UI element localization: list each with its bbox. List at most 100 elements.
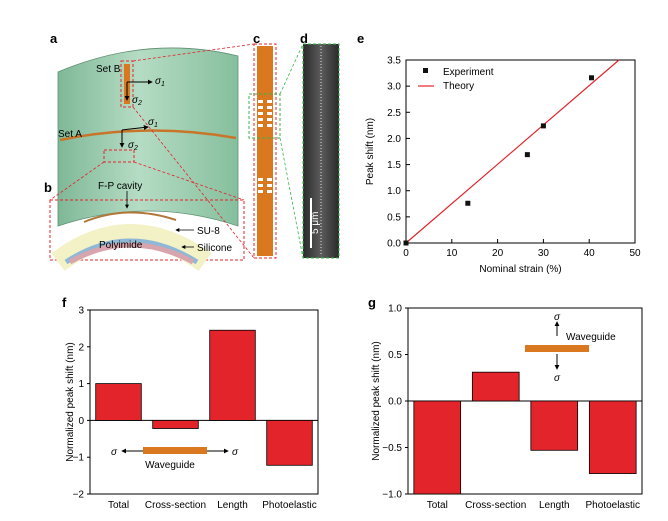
chart-e-x-tick-label: 20 bbox=[492, 248, 504, 259]
chart-f-inset-sigma-left: σ bbox=[111, 447, 118, 458]
zoom-line-right bbox=[133, 161, 245, 201]
chart-f-y-axis-label: Normalized peak shift (nm) bbox=[65, 342, 76, 461]
cross-section-frame bbox=[49, 199, 245, 261]
chart-f-plot-frame bbox=[89, 309, 319, 495]
chart-f-bar bbox=[266, 419, 313, 466]
chart-e-legend-label-experiment: Experiment bbox=[443, 67, 494, 78]
chart-g-y-tick-label: −0.5 bbox=[382, 443, 402, 454]
chart-g-category-label: Total bbox=[427, 500, 448, 511]
su8-label: SU-8 bbox=[197, 226, 220, 237]
chart-e-legend-marker-experiment bbox=[423, 68, 428, 73]
panel-d-frame bbox=[302, 43, 340, 259]
panel-c-waveguide bbox=[257, 46, 273, 256]
chart-e-experiment-point bbox=[524, 152, 530, 158]
chart-e-y-tick-label: 1.0 bbox=[387, 186, 401, 197]
curved-substrate bbox=[57, 47, 239, 227]
chart-g-inset-sigma-top: σ bbox=[554, 312, 561, 323]
chart-f-category-label: Photoelastic bbox=[262, 500, 316, 511]
zoom-line-d-top bbox=[279, 43, 304, 95]
chart-g-inset-label: Waveguide bbox=[566, 332, 616, 343]
panel-g-letter: g bbox=[368, 295, 376, 310]
zoom-line-c-bottom bbox=[132, 106, 255, 259]
silicone-layer bbox=[68, 242, 195, 265]
set-a-sigma1-label: σ1 bbox=[148, 117, 158, 129]
chart-f-y-tick-label: −2 bbox=[73, 490, 85, 501]
panel-c-letter: c bbox=[253, 31, 260, 46]
chart-g-y-axis-label: Normalized peak shift (nm) bbox=[371, 341, 382, 460]
chart-f-inset-sigma-right: σ bbox=[232, 447, 239, 458]
chart-e-theory-line bbox=[405, 59, 620, 244]
panel-c-bragg-mirror-upper bbox=[258, 100, 272, 127]
chart-g-inset-waveguide bbox=[525, 345, 589, 352]
chart-e-x-tick-label: 10 bbox=[446, 248, 458, 259]
chart-g-category-label: Length bbox=[539, 500, 570, 511]
set-a-label: Set A bbox=[58, 129, 82, 140]
fp-cavity-strip bbox=[83, 211, 177, 223]
zoom-line-c-top bbox=[132, 43, 255, 62]
chart-f-category-label: Cross-section bbox=[145, 500, 206, 511]
panel-c-bragg-mirror-lower bbox=[258, 178, 272, 193]
chart-e-y-tick-label: 3.5 bbox=[387, 56, 401, 67]
chart-f-y-tick-label: −1 bbox=[73, 453, 85, 464]
su8-layer bbox=[51, 224, 212, 272]
chart-e-x-tick-label: 0 bbox=[403, 248, 409, 259]
panel-b-letter: b bbox=[44, 180, 52, 195]
chart-e-y-tick-label: 1.5 bbox=[387, 160, 401, 171]
panel-a-letter: a bbox=[50, 31, 58, 46]
chart-g: −1.0 −0.5 0.0 0.5 1.0 Normalized peak shift (… bbox=[371, 304, 643, 511]
chart-f-y-tick-label: 3 bbox=[78, 306, 84, 317]
chart-f-inset-label: Waveguide bbox=[145, 460, 195, 471]
panel-b-cross-section: F-P cavity SU-8 Polyimide Silicone bbox=[49, 181, 245, 272]
chart-e-experiment-point bbox=[465, 200, 471, 206]
chart-f-y-tick-label: 2 bbox=[78, 342, 84, 353]
chart-g-category-label: Photoelastic bbox=[586, 500, 640, 511]
chart-e-y-axis-label: Peak shift (nm) bbox=[365, 118, 376, 185]
chart-f-bar bbox=[95, 383, 142, 421]
chart-g-bar bbox=[588, 400, 637, 474]
chart-g-inset-sigma-bottom: σ bbox=[554, 373, 561, 384]
polyimide-layer bbox=[64, 238, 199, 265]
chart-f-category-label: Length bbox=[217, 500, 248, 511]
fp-cavity-label: F-P cavity bbox=[98, 181, 142, 192]
chart-e-legend-label-theory: Theory bbox=[443, 81, 474, 92]
silicone-label: Silicone bbox=[197, 243, 232, 254]
panel-d-letter: d bbox=[300, 31, 308, 46]
chart-e-y-tick-label: 0.5 bbox=[387, 212, 401, 223]
chart-e-x-tick-label: 30 bbox=[538, 248, 550, 259]
chart-f-inset-waveguide bbox=[143, 447, 207, 454]
chart-e-experiment-point bbox=[403, 240, 409, 246]
panel-a-schematic: Set B Set A σ1 σ2 σ1 σ2 bbox=[57, 47, 239, 227]
zoom-line-left bbox=[49, 161, 105, 201]
scale-bar-label: 5 μm bbox=[310, 212, 321, 234]
chart-e-experiment-point bbox=[540, 123, 546, 129]
polyimide-label: Polyimide bbox=[99, 240, 143, 251]
chart-e-y-tick-label: 3.0 bbox=[387, 82, 401, 93]
chart-f: −2 −1 0 1 2 3 Normalized peak shift (nm) Total C… bbox=[65, 306, 319, 511]
chart-e-y-tick-label: 2.0 bbox=[387, 134, 401, 145]
chart-e-plot-frame bbox=[405, 59, 636, 244]
chart-e-x-tick-label: 50 bbox=[629, 248, 641, 259]
set-a-waveguide bbox=[59, 129, 237, 142]
chart-e-x-tick-label: 40 bbox=[584, 248, 596, 259]
chart-g-y-tick-label: 0.0 bbox=[388, 397, 402, 408]
zoom-line-d-bottom bbox=[279, 137, 304, 259]
chart-g-y-tick-label: −1.0 bbox=[382, 490, 402, 501]
cross-section-highlight-box bbox=[103, 149, 135, 163]
chart-e-y-tick-label: 0.0 bbox=[387, 239, 401, 250]
panel-d-sem-image: 5 μm bbox=[302, 43, 340, 259]
chart-g-bar bbox=[471, 371, 520, 402]
set-b-sigma2-label: σ2 bbox=[132, 95, 142, 107]
panel-c-zoom-box bbox=[248, 93, 281, 139]
set-b-highlight-box bbox=[120, 60, 134, 108]
chart-f-category-label: Total bbox=[108, 500, 129, 511]
set-a-sigma2-label: σ2 bbox=[128, 140, 138, 152]
panel-e-letter: e bbox=[357, 31, 364, 46]
chart-f-bar bbox=[209, 329, 256, 421]
chart-g-category-label: Cross-section bbox=[465, 500, 526, 511]
chart-g-y-tick-label: 0.5 bbox=[388, 350, 402, 361]
chart-g-bar bbox=[530, 400, 579, 451]
chart-e-x-axis-label: Nominal strain (%) bbox=[479, 264, 561, 275]
chart-g-bar bbox=[413, 400, 462, 495]
chart-e-y-tick-label: 2.5 bbox=[387, 108, 401, 119]
